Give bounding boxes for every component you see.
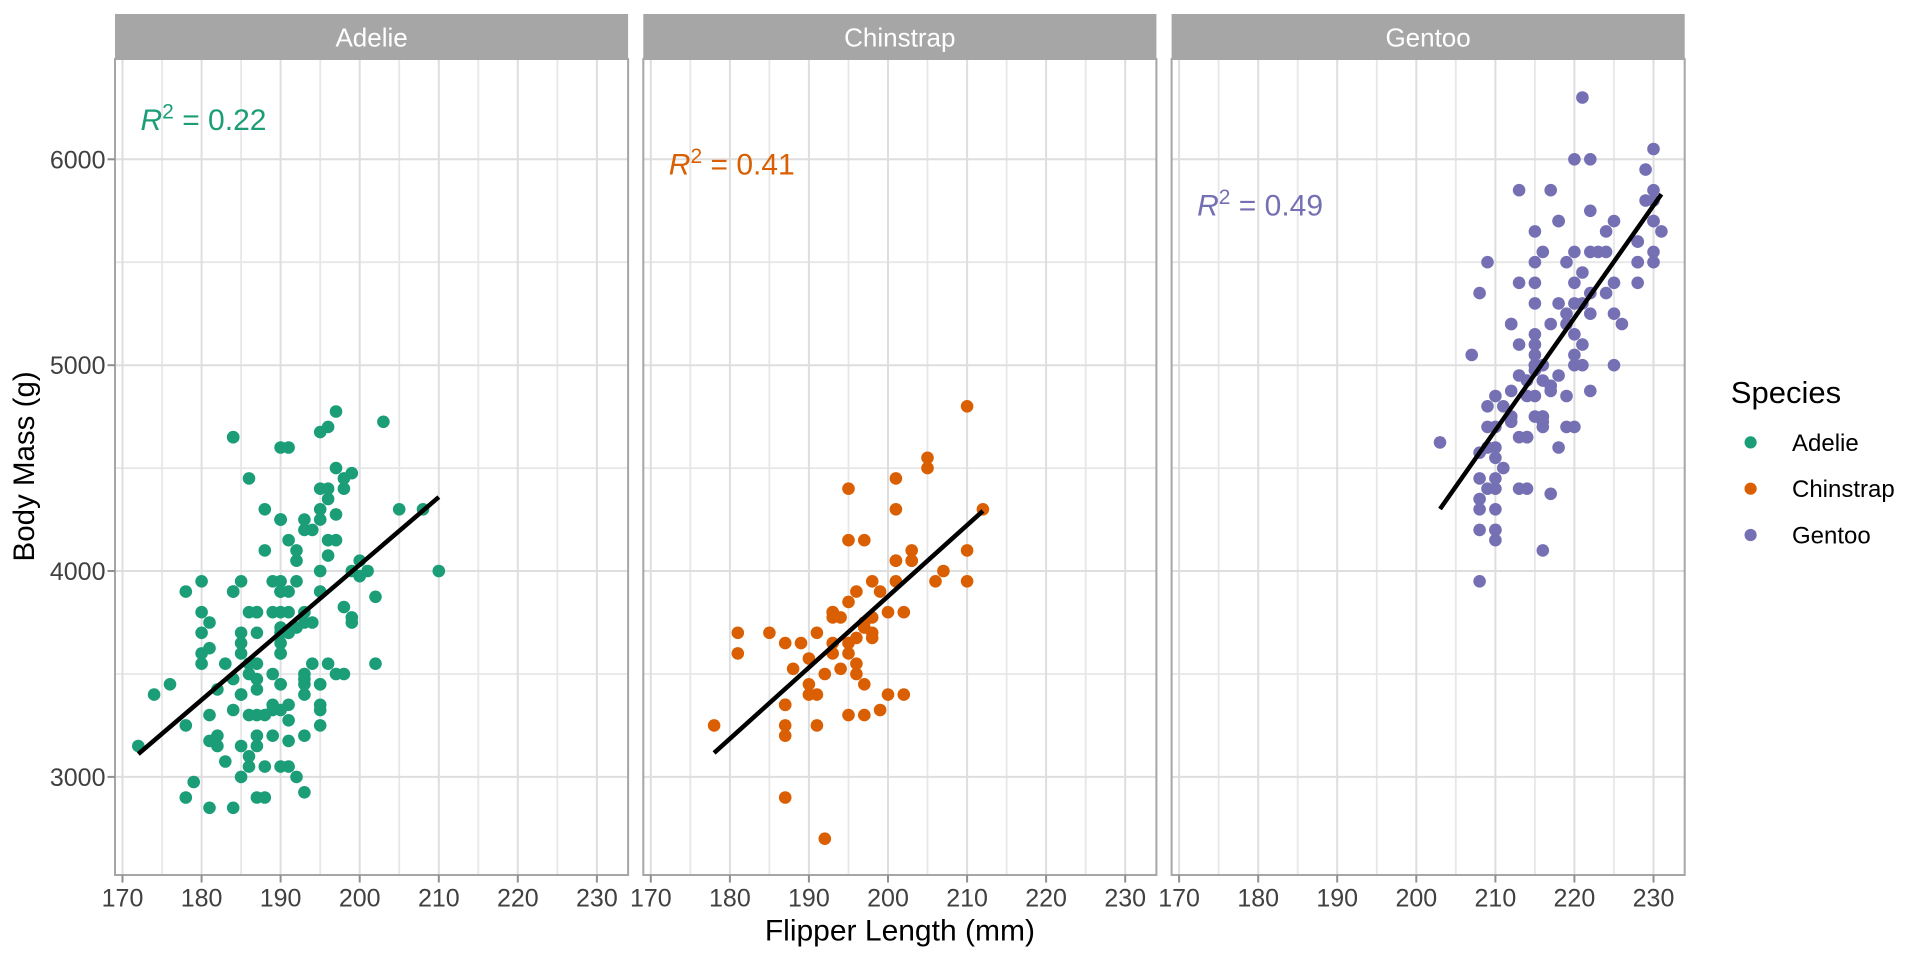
svg-text:R2 = 0.41: R2 = 0.41 <box>669 145 795 182</box>
svg-text:Species: Species <box>1731 375 1841 410</box>
svg-text:6000: 6000 <box>50 146 106 174</box>
svg-text:R2 = 0.22: R2 = 0.22 <box>141 101 267 138</box>
svg-text:220: 220 <box>1554 885 1596 913</box>
svg-text:170: 170 <box>102 885 144 913</box>
svg-text:200: 200 <box>339 885 381 913</box>
svg-text:3000: 3000 <box>50 764 106 792</box>
svg-text:190: 190 <box>1316 885 1358 913</box>
svg-text:210: 210 <box>1475 885 1517 913</box>
svg-text:210: 210 <box>946 885 988 913</box>
svg-text:Gentoo: Gentoo <box>1385 23 1470 53</box>
svg-text:190: 190 <box>260 885 302 913</box>
svg-text:Chinstrap: Chinstrap <box>1792 476 1895 503</box>
svg-text:190: 190 <box>788 885 830 913</box>
svg-text:230: 230 <box>576 885 618 913</box>
svg-text:5000: 5000 <box>50 352 106 380</box>
svg-text:Chinstrap: Chinstrap <box>844 23 955 53</box>
svg-text:200: 200 <box>1395 885 1437 913</box>
svg-text:R2 = 0.49: R2 = 0.49 <box>1197 186 1323 223</box>
svg-text:180: 180 <box>1237 885 1279 913</box>
svg-text:220: 220 <box>1025 885 1067 913</box>
svg-text:200: 200 <box>867 885 909 913</box>
svg-text:170: 170 <box>630 885 672 913</box>
svg-text:180: 180 <box>181 885 223 913</box>
svg-text:210: 210 <box>418 885 460 913</box>
svg-text:230: 230 <box>1633 885 1675 913</box>
svg-text:4000: 4000 <box>50 558 106 586</box>
svg-text:230: 230 <box>1104 885 1146 913</box>
svg-text:Flipper Length (mm): Flipper Length (mm) <box>765 915 1035 948</box>
svg-text:180: 180 <box>709 885 751 913</box>
svg-text:Gentoo: Gentoo <box>1792 523 1871 550</box>
svg-text:Body Mass (g): Body Mass (g) <box>8 371 41 561</box>
svg-text:Adelie: Adelie <box>1792 430 1859 457</box>
svg-text:220: 220 <box>497 885 539 913</box>
svg-text:Adelie: Adelie <box>335 23 407 53</box>
svg-text:170: 170 <box>1158 885 1200 913</box>
